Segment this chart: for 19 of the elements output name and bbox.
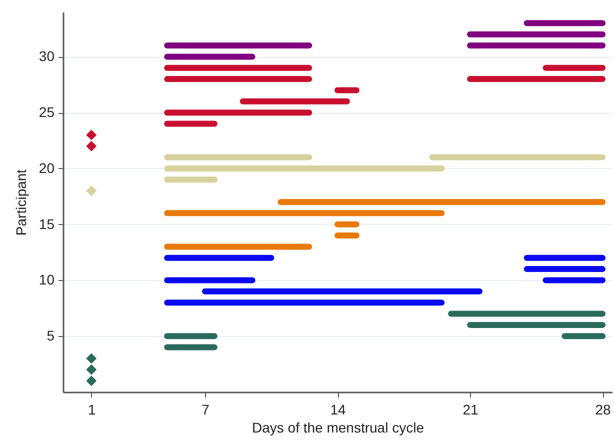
y-tick-label: 20 xyxy=(38,160,55,176)
y-tick-label: 30 xyxy=(38,48,55,64)
point xyxy=(86,364,97,375)
y-tick-label: 25 xyxy=(38,104,55,120)
point xyxy=(86,130,97,140)
point xyxy=(86,353,97,364)
point xyxy=(86,140,97,152)
x-tick-label: 28 xyxy=(595,402,612,418)
x-tick-label: 1 xyxy=(88,402,96,418)
x-tick-label: 7 xyxy=(202,402,210,418)
x-tick-label: 21 xyxy=(462,402,479,418)
y-tick-label: 10 xyxy=(38,272,55,288)
point xyxy=(86,186,97,196)
x-axis-title: Days of the menstrual cycle xyxy=(252,420,424,436)
y-tick-label: 15 xyxy=(38,216,55,232)
y-tick-label: 5 xyxy=(46,328,55,344)
y-axis-title: Participant xyxy=(12,169,29,236)
x-tick-label: 14 xyxy=(330,402,346,418)
point xyxy=(86,376,97,386)
